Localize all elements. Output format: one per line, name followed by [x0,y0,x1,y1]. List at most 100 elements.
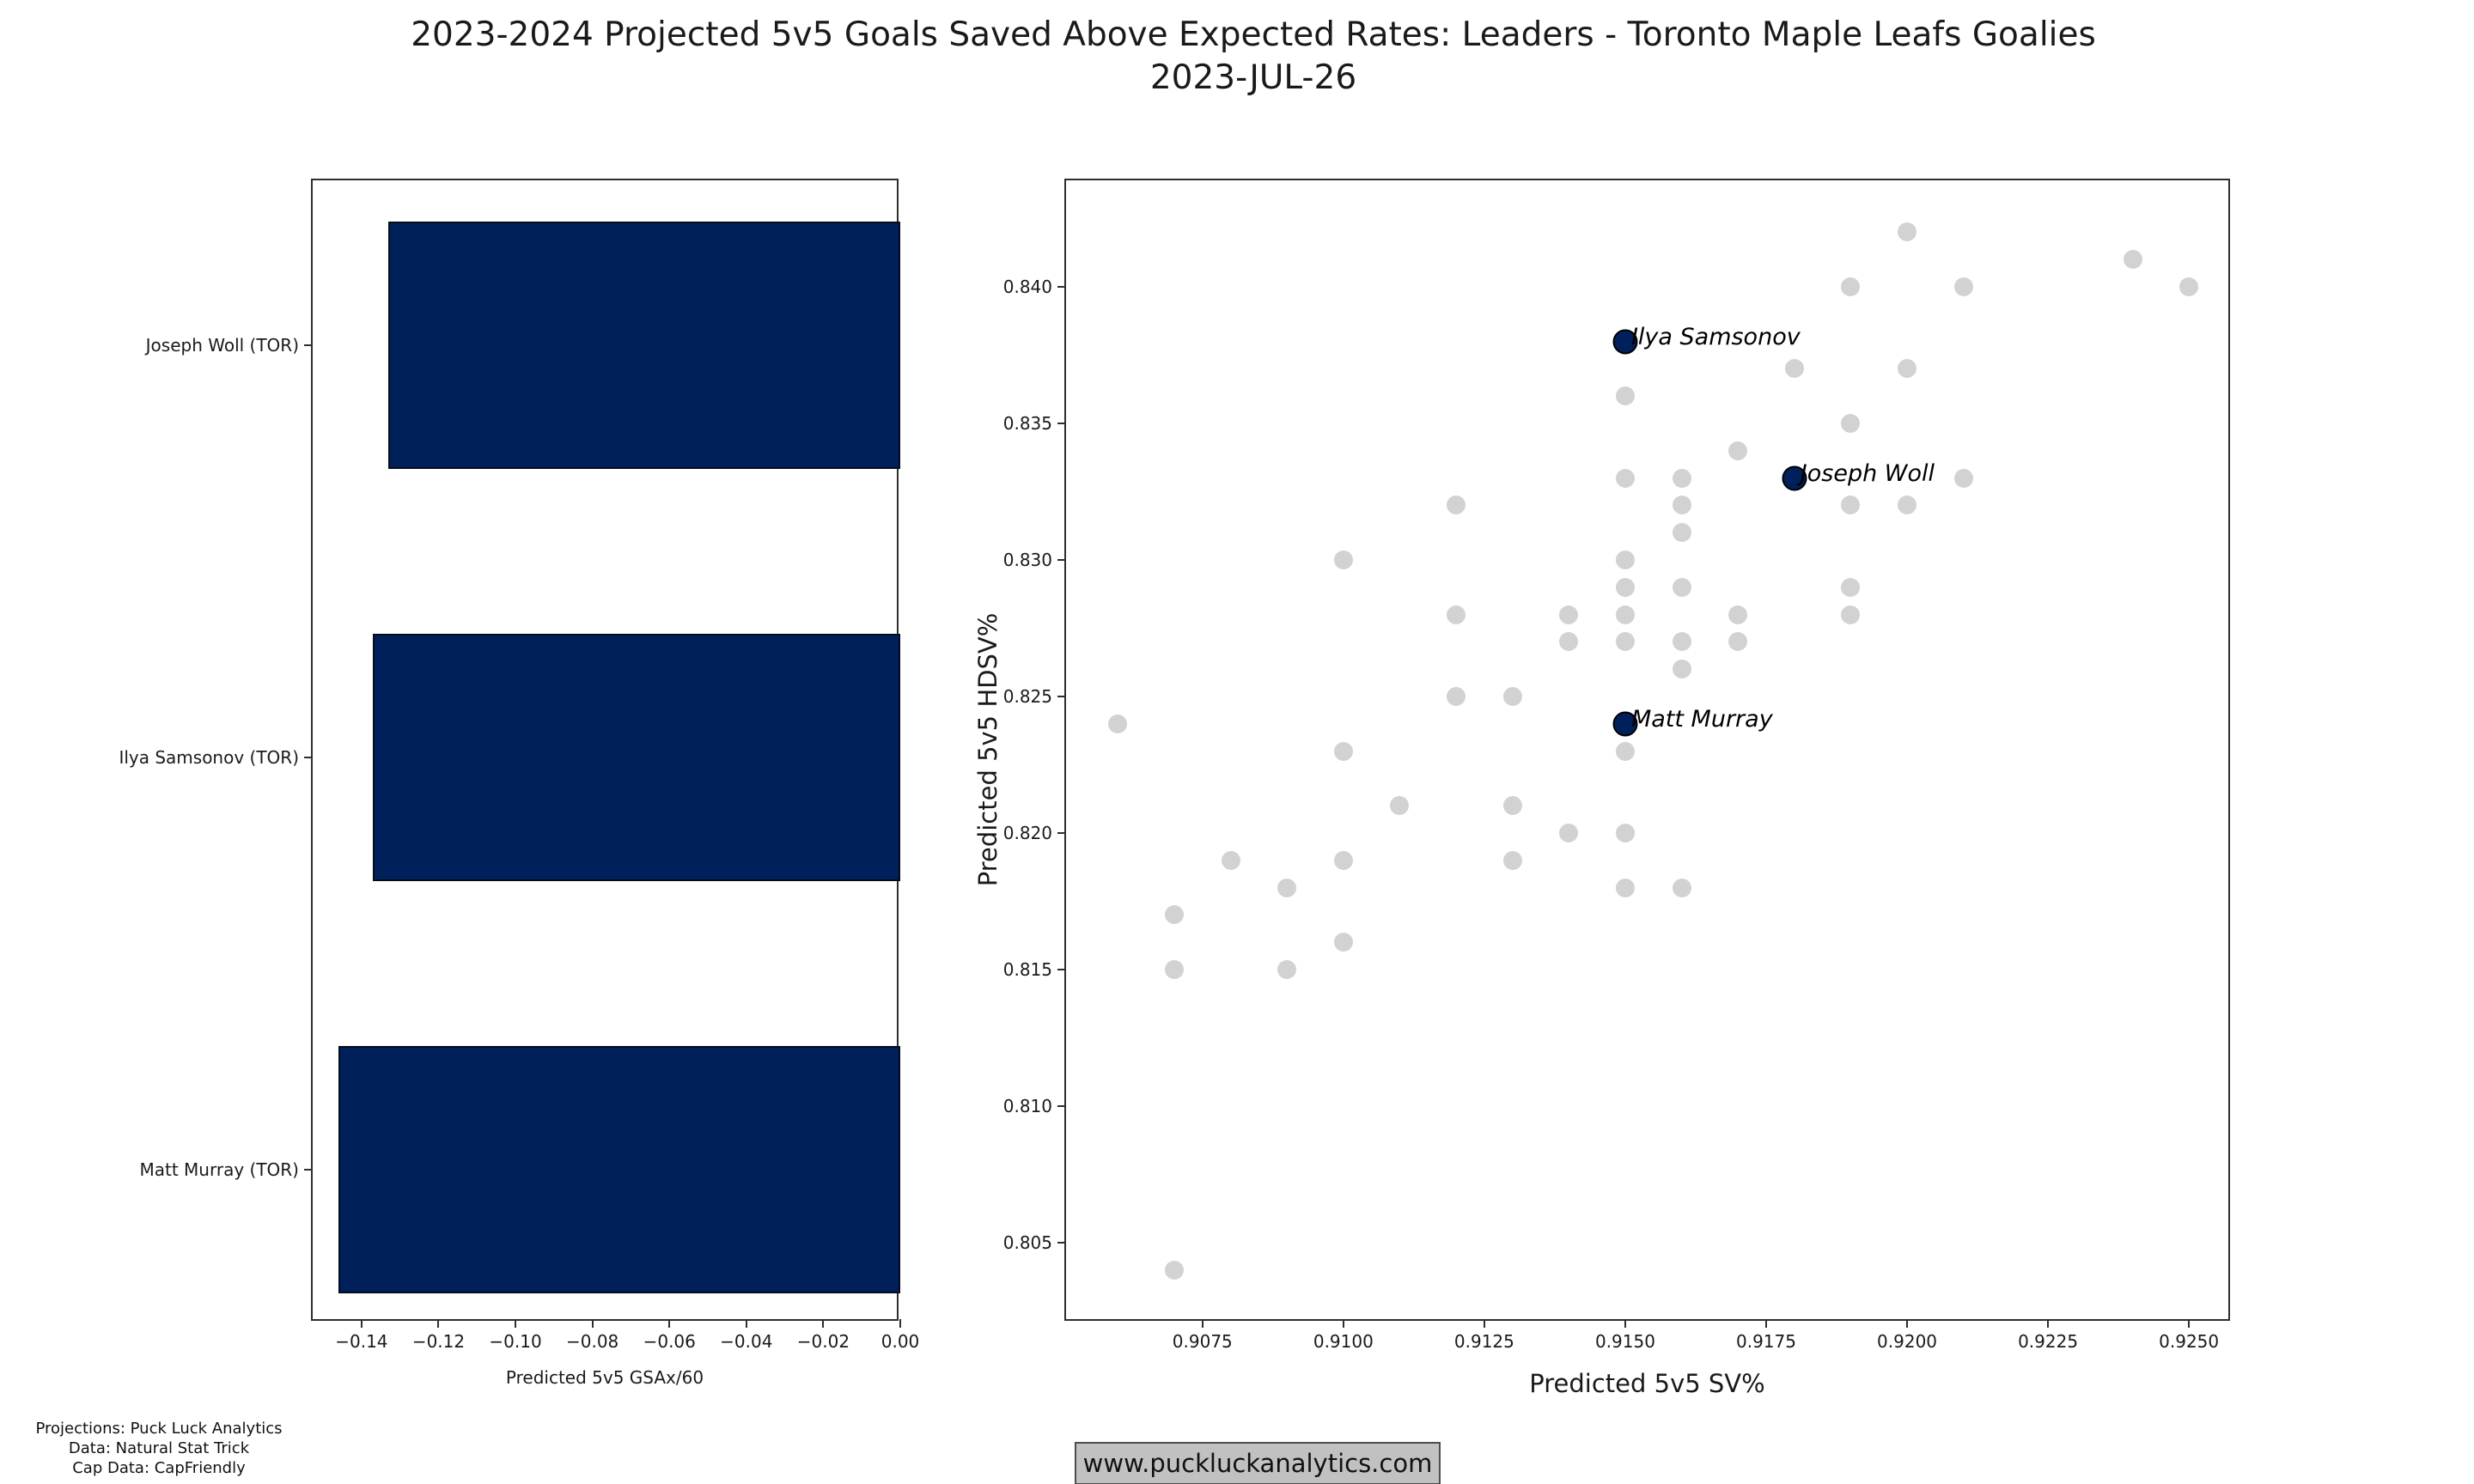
bar-x-tick-label: −0.12 [411,1331,466,1352]
scatter-x-tick-label: 0.9225 [2018,1331,2079,1352]
title-line-2: 2023-JUL-26 [1149,58,1357,97]
scatter-x-tick-label: 0.9125 [1453,1331,1514,1352]
bar-ilya-samsonov-tor- [373,634,900,881]
scatter-x-axis-label: Predicted 5v5 SV% [1529,1369,1765,1398]
scatter-point [1615,577,1635,597]
bar-x-tick-label: 0.00 [881,1331,920,1352]
scatter-point [1333,550,1353,570]
bar-category-tick [304,1169,313,1171]
scatter-point [1277,878,1297,897]
scatter-point-ilya-samsonov [1612,329,1638,355]
scatter-point [1502,850,1522,870]
scatter-x-tick [1342,1319,1344,1328]
scatter-point [1953,468,1973,488]
scatter-x-tick [1483,1319,1485,1328]
scatter-point [1672,660,1691,679]
scatter-point [1108,714,1128,733]
scatter-y-tick [1057,1105,1066,1108]
scatter-point [1333,741,1353,761]
bar-matt-murray-tor- [338,1046,900,1293]
scatter-y-tick [1057,969,1066,971]
bar-x-tick-label: −0.04 [720,1331,773,1352]
scatter-point [1333,933,1353,952]
scatter-y-tick-label: 0.810 [1002,1096,1052,1117]
scatter-point [1559,824,1579,843]
scatter-point [1559,632,1579,652]
scatter-x-tick [1624,1319,1626,1328]
bar-chart-axes: −0.14 −0.12 −0.10 −0.08 −0.06 −0.04 −0.02 0.00 J… [119,179,919,1352]
scatter-point [1615,824,1635,843]
scatter-point [1841,496,1861,515]
scatter-point [1390,796,1410,816]
scatter-point [2179,277,2199,297]
bar-joseph-woll-tor- [388,222,900,469]
bar-x-tick [437,1319,440,1328]
scatter-y-tick-label: 0.835 [1002,413,1052,435]
bar-x-tick-label: −0.02 [796,1331,850,1352]
scatter-point [1841,277,1861,297]
scatter-point [1728,605,1748,624]
scatter-point [1898,222,1917,242]
scatter-y-tick [1057,559,1066,562]
bar-x-tick [745,1319,747,1328]
scatter-point [1841,605,1861,624]
scatter-point [2123,250,2142,270]
scatter-point-joseph-woll [1782,465,1807,491]
credit-line: Data: Natural Stat Trick [68,1439,250,1457]
scatter-point [1728,441,1748,460]
scatter-point [1615,386,1635,406]
scatter-point [1672,632,1691,652]
bar-x-tick-label: −0.06 [643,1331,696,1352]
scatter-y-tick [1057,286,1066,289]
scatter-point [1672,468,1691,488]
bar-x-tick [822,1319,825,1328]
title-line-1: 2023-2024 Projected 5v5 Goals Saved Abov… [411,15,2096,54]
scatter-point [1559,605,1579,624]
bar-x-axis-label: Predicted 5v5 GSAx/60 [505,1367,704,1388]
scatter-y-axis-label: Predicted 5v5 HDSV% [973,612,1002,887]
scatter-y-tick-label: 0.825 [1002,686,1052,708]
scatter-point [1502,796,1522,816]
scatter-x-tick [1201,1319,1203,1328]
scatter-point [1502,687,1522,707]
credit-line: Projections: Puck Luck Analytics [35,1420,283,1438]
scatter-point [1333,850,1353,870]
scatter-y-tick [1057,1242,1066,1244]
scatter-x-tick-label: 0.9200 [1877,1331,1938,1352]
bar-x-tick [591,1319,594,1328]
bar-x-tick [899,1319,901,1328]
scatter-point [1898,359,1917,379]
scatter-x-tick [2047,1319,2050,1328]
scatter-y-tick [1057,832,1066,835]
scatter-x-tick-label: 0.9075 [1172,1331,1233,1352]
bar-x-tick [360,1319,363,1328]
scatter-point-matt-murray [1612,711,1638,737]
figure-title: 2023-2024 Projected 5v5 Goals Saved Abov… [33,14,2474,100]
bar-category-tick [304,344,313,346]
scatter-x-tick-label: 0.9150 [1594,1331,1655,1352]
scatter-point [1615,632,1635,652]
scatter-point [1615,468,1635,488]
scatter-point [1898,496,1917,515]
scatter-point [1953,277,1973,297]
scatter-y-tick-label: 0.830 [1002,550,1052,571]
scatter-point [1728,632,1748,652]
bar-category-label: Joseph Woll (TOR) [145,335,299,356]
scatter-point [1784,359,1804,379]
bar-category-label: Ilya Samsonov (TOR) [119,747,299,768]
point-label-matt-murray: Matt Murray [1630,705,1773,733]
scatter-x-tick [1906,1319,1909,1328]
credit-line: Cap Data: CapFriendly [72,1459,246,1477]
scatter-point [1615,741,1635,761]
point-label-ilya-samsonov: Ilya Samsonov [1630,323,1801,350]
bar-x-tick-label: −0.14 [335,1331,388,1352]
scatter-point [1447,496,1466,515]
data-credits: Projections: Puck Luck Analytics Data: Na… [30,1419,288,1478]
scatter-point [1672,496,1691,515]
bar-x-tick [668,1319,671,1328]
scatter-x-tick-label: 0.9100 [1313,1331,1374,1352]
scatter-point [1672,523,1691,543]
scatter-y-tick [1057,423,1066,425]
scatter-plot-axes: 0.9075 0.9100 0.9125 0.9150 0.9175 0.9200 0.92… [1003,179,2230,1352]
